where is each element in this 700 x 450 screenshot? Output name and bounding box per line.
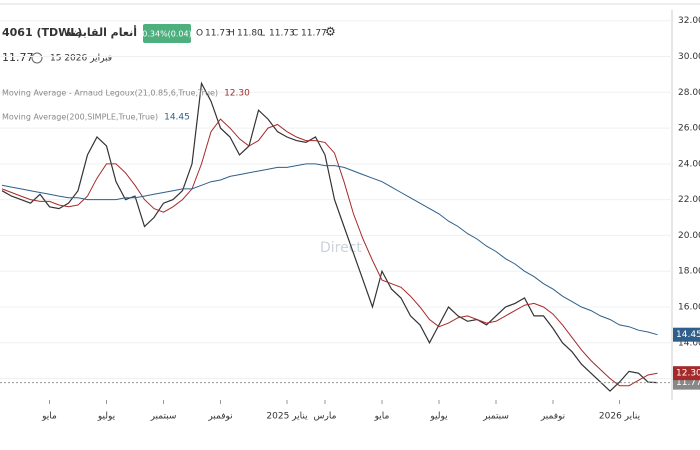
legend-name: Moving Average - Arnaud Legoux(21,0.85,6… [2,89,218,98]
y-tick-label: 18.00 [678,267,700,277]
ma-line [1,163,658,336]
last-price: 11.77 [2,51,34,64]
y-tick-label: 14.00 [678,338,700,348]
legend-value: 14.45 [164,113,190,123]
y-tick-label: 16.00 [678,302,700,312]
x-tick-label: نوفمبر [540,412,565,422]
date: 15 فبراير 2026 [50,54,112,64]
legend-value: 12.30 [224,89,250,99]
ohlc-key: O [196,29,203,39]
price-badge [673,327,700,342]
price-badge-text: 12.30 [676,369,700,379]
clock-icon [31,52,43,64]
x-tick-label: يناير 2026 [599,412,641,422]
y-tick-label: 20.00 [678,231,700,241]
x-tick-label: مايو [374,412,390,422]
ohlc-value: 11.80 [237,29,263,39]
price-badge [673,366,700,381]
y-tick-label: 30.00 [678,52,700,62]
y-tick-label: 28.00 [678,88,700,98]
x-tick-label: مايو [41,412,57,422]
x-tick-label: سبتمبر [150,412,177,422]
symbol: 4061 (TDWL) [2,26,82,39]
price-badge-text: 11.77 [676,378,700,388]
x-tick-label: يوليو [97,412,116,422]
y-tick-label: 24.00 [678,159,700,169]
x-tick-label: مارس [314,412,337,422]
change-text: 0.34%(0.04) [142,30,191,39]
price-badge-text: 14.45 [676,330,700,340]
x-tick-label: نوفمبر [207,412,232,422]
y-tick-label: 26.00 [678,124,700,134]
x-tick-label: يناير 2025 [266,412,308,422]
change-badge [143,24,191,43]
ohlc-value: 11.77 [301,29,327,39]
ohlc-value: 11.73 [269,29,295,39]
x-tick-label: سبتمبر [482,412,509,422]
ohlc-key: H [228,29,235,39]
y-tick-label: 32.00 [678,16,700,26]
y-tick-label: 22.00 [678,195,700,205]
legend-name: Moving Average(200,SIMPLE,True,True) [2,113,158,122]
company-name: أنعام القابضة [65,25,137,39]
ma-line [1,118,658,387]
ohlc-key: C [292,29,298,39]
ohlc-key: L [260,29,265,39]
watermark: Direct [320,240,362,256]
x-tick-label: يوليو [429,412,448,422]
ohlc-value: 11.73 [205,29,231,39]
settings-icon[interactable]: ⚙ [325,25,336,39]
